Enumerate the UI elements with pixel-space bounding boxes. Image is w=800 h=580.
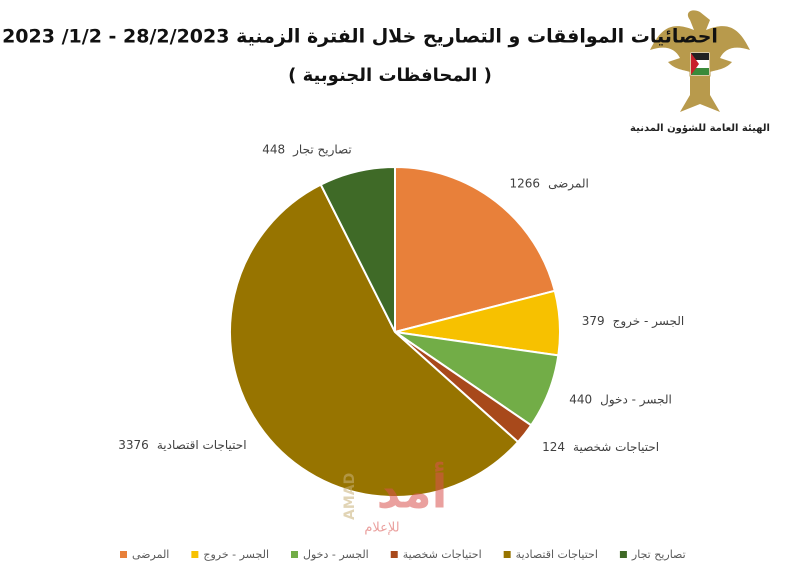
legend-swatch — [390, 551, 398, 558]
data-label-value: 448 — [262, 143, 285, 157]
legend-swatch — [291, 551, 298, 558]
pie-slice — [319, 165, 396, 333]
data-label-name: احتياجات اقتصادية — [157, 438, 247, 452]
data-label-name: تصاريح تجار — [292, 143, 352, 158]
data-label-name: احتياجات شخصية — [573, 440, 659, 454]
watermark-latin: AMAD — [342, 473, 358, 520]
pie: 1266 المرضى 379 الجسر - خروج 440 الجسر - دخول… — [118, 143, 685, 498]
legend-swatch — [503, 551, 511, 558]
data-label-value: 1266 — [510, 177, 541, 191]
data-label-name: الجسر - خروج — [613, 314, 685, 329]
chart-subtitle: ( المحافظات الجنوبية ) — [288, 65, 492, 86]
legend-label: المرضى — [132, 548, 169, 561]
data-label-name: الجسر - دخول — [600, 392, 672, 407]
legend: المرضى الجسر - خروج الجسر - دخول احتياجات ش… — [120, 548, 686, 561]
data-label-name: المرضى — [548, 177, 589, 192]
watermark: أمد للإعلام AMAD — [342, 462, 447, 536]
chart-title: احصائيات الموافقات و التصاريح خلال الفتر… — [2, 26, 718, 48]
data-label-value: 3376 — [118, 438, 149, 452]
legend-swatch — [120, 551, 127, 558]
legend-label: الجسر - دخول — [303, 548, 369, 561]
watermark-name: أمد — [377, 462, 448, 519]
org-name: الهيئة العامة للشؤون المدنية — [630, 123, 770, 134]
legend-label: احتياجات شخصية — [403, 548, 482, 561]
data-label-value: 440 — [569, 392, 592, 406]
legend-label: الجسر - خروج — [203, 548, 269, 561]
data-label-value: 379 — [582, 314, 605, 328]
watermark-sub: للإعلام — [364, 521, 399, 536]
logo — [650, 10, 750, 113]
legend-label: تصاريح تجار — [631, 548, 686, 561]
legend-label: احتياجات اقتصادية — [516, 548, 598, 561]
pie-slice — [394, 165, 556, 334]
pie-slice — [229, 183, 520, 498]
data-label-value: 124 — [542, 440, 565, 454]
legend-swatch — [191, 551, 199, 558]
legend-swatch — [619, 551, 627, 558]
